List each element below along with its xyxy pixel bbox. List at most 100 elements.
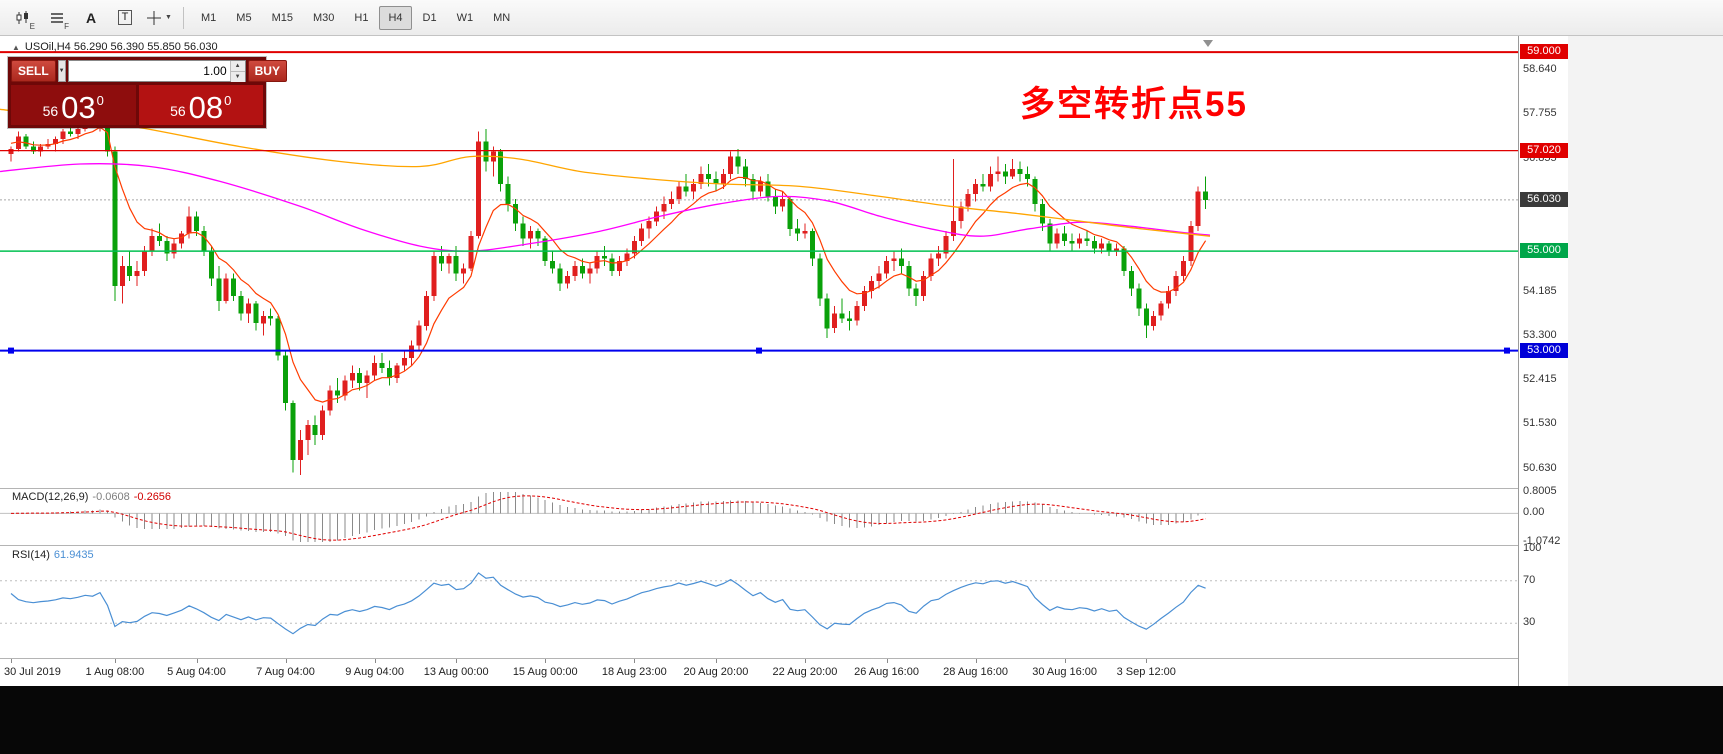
list-icon — [51, 12, 63, 23]
macd-axis-label: 0.8005 — [1523, 485, 1557, 497]
mid-ma-line — [0, 162, 1211, 252]
timeframe-button-h4[interactable]: H4 — [379, 5, 412, 30]
x-axis-label: 30 Jul 2019 — [4, 666, 61, 678]
rsi-axis-label: 100 — [1523, 542, 1542, 554]
axis-tick — [634, 659, 636, 663]
x-axis-label: 7 Aug 04:00 — [256, 666, 315, 678]
timeframe-button-m30[interactable]: M30 — [312, 11, 335, 24]
timeframe-button-mn[interactable]: MN — [493, 11, 511, 24]
x-axis-label: 5 Aug 04:00 — [167, 666, 226, 678]
panel-divider[interactable] — [0, 545, 1568, 546]
rsi-panel-canvas[interactable] — [0, 546, 1518, 658]
x-axis-label: 13 Aug 00:00 — [423, 666, 489, 678]
timeframe-button-d1[interactable]: D1 — [422, 11, 437, 24]
y-axis-label: 57.755 — [1523, 107, 1557, 119]
chart-annotation-text[interactable]: 多空转折点55 — [1020, 85, 1248, 124]
y-axis-label: 58.640 — [1523, 63, 1557, 75]
buy-button[interactable]: BUY — [247, 60, 287, 82]
macd-value-signal: -0.2656 — [133, 491, 172, 503]
axis-tick — [715, 659, 717, 663]
axis-tick — [374, 659, 376, 663]
macd-indicator-label: MACD(12,26,9) -0.0608 -0.2656 — [12, 491, 171, 503]
chart-ohlc-header: ▲ USOil,H4 56.290 56.390 55.850 56.030 — [12, 41, 218, 53]
line-handle[interactable] — [756, 347, 762, 354]
axis-tick — [285, 659, 287, 663]
axis-tick — [975, 659, 977, 663]
y-axis-label: 54.185 — [1523, 285, 1557, 297]
crosshair-icon — [147, 10, 162, 25]
axis-tick — [456, 659, 458, 663]
bid-price-major: 56 — [42, 103, 59, 119]
y-axis-label: 50.630 — [1523, 462, 1557, 474]
letter-t-icon: T — [117, 10, 133, 25]
rsi-line — [10, 572, 1206, 635]
trade-panel-controls: SELL ▼ ▲ ▼ BUY — [11, 60, 287, 82]
lot-size-field: ▲ ▼ — [67, 60, 246, 82]
text-label-tool-button[interactable]: A — [77, 4, 105, 32]
x-axis-label: 20 Aug 20:00 — [683, 666, 749, 678]
y-axis-label: 53.300 — [1523, 329, 1557, 341]
price-axis[interactable]: 58.640 57.755 56.855 54.185 53.300 52.415 51.5… — [1518, 36, 1568, 686]
timeframe-button-m1[interactable]: M1 — [201, 11, 217, 24]
panel-divider — [0, 658, 1568, 659]
price-level-badge: 56.030 — [1520, 192, 1568, 207]
rsi-indicator-label: RSI(14) 61.9435 — [12, 549, 94, 561]
rsi-value: 61.9435 — [53, 549, 94, 561]
axis-tick — [545, 659, 547, 663]
ask-price-pips: 08 — [188, 90, 224, 125]
chevron-down-icon: ▼ — [165, 14, 172, 21]
timeframe-button-m5[interactable]: M5 — [236, 11, 252, 24]
candlestick-chart-icon — [16, 10, 28, 24]
lot-increase-button[interactable]: ▲ — [230, 61, 245, 72]
price-level-badge: 59.000 — [1520, 44, 1568, 59]
trade-panel-quotes: 56 03 0 56 08 0 — [11, 85, 263, 125]
x-axis-label: 3 Sep 12:00 — [1116, 666, 1176, 678]
toolbar: E F A T ▼ M1 M5 M15 M30 H1 H4 D1 W1 MN — [0, 0, 1723, 36]
line-handle[interactable] — [8, 347, 14, 354]
axis-tick — [1064, 659, 1066, 663]
y-axis-label: 52.415 — [1523, 373, 1557, 385]
timeframe-button-m15[interactable]: M15 — [271, 11, 293, 24]
candles-group — [8, 106, 1209, 475]
axis-tick — [804, 659, 806, 663]
lot-input[interactable] — [68, 61, 230, 81]
macd-signal-line — [10, 495, 1206, 541]
crosshair-tool-button[interactable]: ▼ — [145, 4, 173, 32]
macd-name: MACD(12,26,9) — [12, 491, 89, 503]
line-handle[interactable] — [1504, 347, 1510, 354]
rsi-name: RSI(14) — [12, 549, 50, 561]
bid-price-pips: 03 — [61, 90, 96, 125]
time-axis[interactable]: 30 Jul 2019 1 Aug 08:00 5 Aug 04:00 7 Aug 0… — [0, 659, 1568, 686]
bottom-panel — [0, 686, 1723, 754]
x-axis-label: 28 Aug 16:00 — [943, 666, 1009, 678]
price-level-badge: 53.000 — [1520, 343, 1568, 358]
x-axis-label: 22 Aug 20:00 — [772, 666, 838, 678]
panel-divider[interactable] — [0, 488, 1568, 489]
timeframe-button-w1[interactable]: W1 — [456, 11, 474, 24]
axis-tick — [196, 659, 198, 663]
x-axis-label: 9 Aug 04:00 — [345, 666, 404, 678]
slow-ma-line — [0, 108, 1211, 237]
letter-a-icon: A — [85, 9, 97, 26]
chart-style-sub-label: E — [29, 21, 35, 31]
macd-histogram — [17, 492, 1207, 542]
textbox-tool-button[interactable]: T — [111, 4, 139, 32]
timeframe-button-h1[interactable]: H1 — [354, 11, 369, 24]
symbol-ohlc-text: USOil,H4 56.290 56.390 55.850 56.030 — [24, 41, 218, 53]
macd-axis-label: -1.0742 — [1523, 535, 1561, 547]
main-chart-canvas[interactable] — [0, 36, 1518, 488]
price-level-badge: 55.000 — [1520, 243, 1568, 258]
macd-panel-canvas[interactable] — [0, 489, 1518, 545]
chart-style-button[interactable]: E — [9, 4, 37, 32]
chevron-down-icon: ▼ — [58, 68, 65, 74]
chart-marker-icon: ▲ — [12, 42, 20, 52]
macd-axis-label: 0.00 — [1523, 506, 1545, 518]
sell-button[interactable]: SELL — [11, 60, 56, 82]
indicator-sub-label: F — [64, 21, 69, 31]
indicator-list-button[interactable]: F — [43, 4, 71, 32]
lot-decrease-button[interactable]: ▼ — [230, 72, 245, 82]
x-axis-label: 18 Aug 23:00 — [601, 666, 667, 678]
order-options-dropdown[interactable]: ▼ — [57, 60, 66, 82]
ask-price-major: 56 — [170, 103, 186, 119]
price-level-badge: 57.020 — [1520, 143, 1568, 158]
